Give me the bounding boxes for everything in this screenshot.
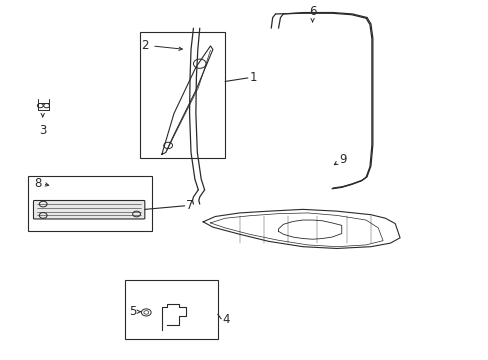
Text: 9: 9 <box>339 153 346 166</box>
Text: 2: 2 <box>141 40 149 53</box>
Text: 5: 5 <box>128 305 136 318</box>
Text: 7: 7 <box>186 199 193 212</box>
Bar <box>140 32 224 158</box>
Text: 1: 1 <box>249 71 256 84</box>
Text: 3: 3 <box>39 124 46 137</box>
Text: 8: 8 <box>34 177 42 190</box>
Text: 4: 4 <box>222 313 230 326</box>
Bar <box>28 176 152 231</box>
Text: 6: 6 <box>308 5 316 18</box>
FancyBboxPatch shape <box>33 201 144 219</box>
Bar <box>125 280 217 339</box>
